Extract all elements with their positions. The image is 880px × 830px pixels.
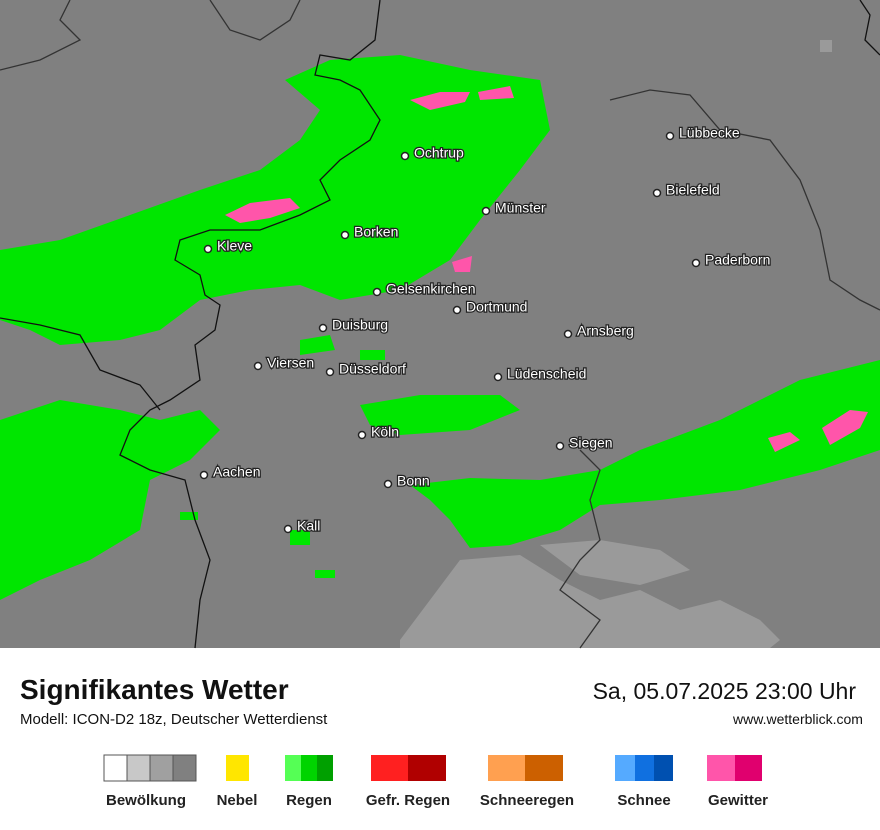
- city-label: Münster: [495, 200, 546, 216]
- city-label: Lüdenscheid: [507, 366, 586, 382]
- map: Lübbecke Ochtrup Bielefeld Münster Borke…: [0, 0, 880, 649]
- city-label: Gelsenkirchen: [386, 281, 476, 297]
- city-dot: [691, 258, 701, 268]
- city-dot: [357, 430, 367, 440]
- website: www.wetterblick.com: [732, 711, 863, 727]
- legend-label: Gefr. Regen: [366, 792, 450, 809]
- city-label: Kleve: [217, 238, 252, 254]
- city-dot: [493, 372, 503, 382]
- legend-label: Bewölkung: [106, 792, 186, 809]
- thunderstorm-areas: [225, 86, 868, 452]
- city-label: Düsseldorf: [339, 361, 406, 377]
- legend-label: Schneeregen: [480, 792, 574, 809]
- cloud-areas: [400, 40, 832, 648]
- city-dot: [563, 329, 573, 339]
- legend-label: Gewitter: [708, 792, 768, 809]
- city-dot: [253, 361, 263, 371]
- city-dot: [400, 151, 410, 161]
- city-label: Kall: [297, 518, 320, 534]
- city-dot: [325, 367, 335, 377]
- city-dot: [372, 287, 382, 297]
- legend-label: Regen: [286, 792, 332, 809]
- city-label: Lübbecke: [679, 125, 740, 141]
- city-label: Ochtrup: [414, 145, 464, 161]
- city-dot: [203, 244, 213, 254]
- city-dot: [555, 441, 565, 451]
- city-dot: [318, 323, 328, 333]
- city-label: Bielefeld: [666, 182, 720, 198]
- datetime: Sa, 05.07.2025 23:00 Uhr: [593, 678, 857, 704]
- city-label: Paderborn: [705, 252, 770, 268]
- city-dot: [383, 479, 393, 489]
- city-dot: [665, 131, 675, 141]
- city-dot: [199, 470, 209, 480]
- city-label: Arnsberg: [577, 323, 634, 339]
- city-label: Dortmund: [466, 299, 527, 315]
- city-label: Viersen: [267, 355, 314, 371]
- city-label: Duisburg: [332, 317, 388, 333]
- city-label: Bonn: [397, 473, 430, 489]
- city-dot: [481, 206, 491, 216]
- city-dot: [283, 524, 293, 534]
- city-label: Köln: [371, 424, 399, 440]
- rain-areas: [0, 55, 880, 600]
- city-label: Borken: [354, 224, 398, 240]
- subtitle: Modell: ICON-D2 18z, Deutscher Wetterdie…: [20, 711, 328, 728]
- borders: [0, 0, 880, 649]
- city-dot: [340, 230, 350, 240]
- city-labels: Lübbecke Ochtrup Bielefeld Münster Borke…: [199, 123, 772, 535]
- city-label: Aachen: [213, 464, 260, 480]
- city-label: Siegen: [569, 435, 613, 451]
- city-dot: [452, 305, 462, 315]
- city-dot: [652, 188, 662, 198]
- legend-swatches: [103, 754, 762, 782]
- title: Signifikantes Wetter: [20, 674, 289, 705]
- legend-label: Nebel: [217, 792, 258, 809]
- legend-label: Schnee: [617, 792, 670, 809]
